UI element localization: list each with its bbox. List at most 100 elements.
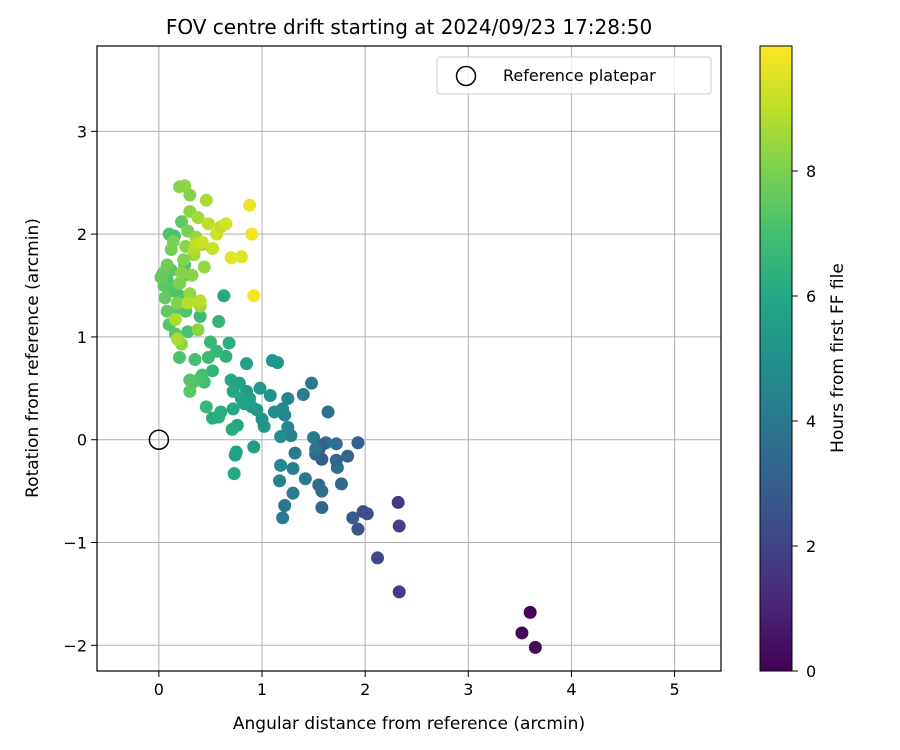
data-point — [154, 270, 168, 284]
data-point — [175, 266, 189, 280]
data-point — [201, 217, 215, 231]
colorbar: 0 2 4 6 8 Hours from first FF file — [759, 45, 848, 681]
data-point — [158, 291, 172, 305]
x-tick-label: 4 — [566, 680, 576, 699]
data-point — [185, 268, 199, 282]
legend: Reference platepar — [436, 56, 712, 95]
data-point — [212, 314, 226, 328]
data-point — [243, 198, 257, 212]
colorbar-tick-label: 4 — [806, 412, 816, 431]
data-point — [528, 640, 542, 654]
data-point — [360, 507, 374, 521]
data-point — [224, 251, 238, 265]
data-point — [281, 392, 295, 406]
data-point — [286, 486, 300, 500]
data-point — [267, 405, 281, 419]
data-point — [371, 551, 385, 565]
data-point — [315, 484, 329, 498]
x-tick-label: 3 — [463, 680, 473, 699]
data-point — [168, 312, 182, 326]
data-point — [193, 309, 207, 323]
data-point — [263, 389, 277, 403]
data-point — [247, 289, 261, 303]
legend-marker — [455, 65, 477, 87]
data-point — [170, 296, 184, 310]
data-point — [224, 373, 238, 387]
data-point — [173, 276, 187, 290]
data-point — [226, 402, 240, 416]
legend-label: Reference platepar — [503, 66, 656, 85]
data-point — [173, 350, 187, 364]
data-point — [160, 258, 174, 272]
data-point — [188, 353, 202, 367]
data-point — [181, 296, 195, 310]
data-point — [305, 376, 319, 390]
data-point — [351, 522, 365, 536]
colorbar-ticks: 0 2 4 6 8 — [792, 162, 816, 681]
data-point — [228, 448, 242, 462]
data-point — [286, 461, 300, 475]
data-point — [341, 449, 355, 463]
x-tick-label: 2 — [360, 680, 370, 699]
data-point — [206, 242, 220, 256]
y-tick-label: 1 — [77, 328, 87, 347]
data-point — [351, 436, 365, 450]
data-points — [154, 179, 542, 654]
data-point — [166, 234, 180, 248]
data-point — [346, 511, 360, 525]
y-tick-label: 3 — [77, 122, 87, 141]
data-point — [197, 260, 211, 274]
data-point — [206, 411, 220, 425]
y-axis-ticks: −2 −1 0 1 2 3 — [63, 122, 97, 655]
data-point — [183, 384, 197, 398]
data-point — [225, 422, 239, 436]
data-point — [270, 356, 284, 370]
x-tick-label: 1 — [257, 680, 267, 699]
y-axis-label: Rotation from reference (arcmin) — [23, 218, 43, 498]
data-point — [392, 519, 406, 533]
data-point — [309, 442, 323, 456]
data-point — [177, 253, 191, 267]
data-point — [523, 605, 537, 619]
data-point — [334, 477, 348, 491]
colorbar-tick-label: 2 — [806, 537, 816, 556]
data-point — [191, 211, 205, 225]
data-point — [392, 585, 406, 599]
y-tick-label: 0 — [77, 431, 87, 450]
data-point — [307, 431, 321, 445]
plot-frame — [96, 45, 722, 672]
data-point — [191, 323, 205, 337]
data-point — [203, 335, 217, 349]
x-tick-label: 0 — [154, 680, 164, 699]
grid — [97, 46, 721, 671]
data-point — [315, 501, 329, 515]
colorbar-tick-label: 8 — [806, 162, 816, 181]
data-point — [329, 453, 343, 467]
data-point — [321, 405, 335, 419]
data-point — [175, 215, 189, 229]
data-point — [281, 420, 295, 434]
data-point — [515, 626, 529, 640]
data-point — [199, 400, 213, 414]
data-point — [195, 235, 209, 249]
data-point — [296, 387, 310, 401]
data-point — [247, 440, 261, 454]
data-point — [217, 289, 231, 303]
data-point — [160, 304, 174, 318]
data-point — [222, 336, 236, 350]
data-point — [245, 227, 259, 241]
data-point — [274, 458, 288, 472]
chart-title: FOV centre drift starting at 2024/09/23 … — [166, 15, 652, 39]
data-point — [219, 217, 233, 231]
data-point — [391, 495, 405, 509]
data-point — [226, 384, 240, 398]
data-point — [181, 325, 195, 339]
x-tick-label: 5 — [669, 680, 679, 699]
colorbar-tick-label: 0 — [806, 662, 816, 681]
data-point — [278, 408, 292, 422]
legend-box — [436, 56, 712, 95]
data-point — [253, 381, 267, 395]
reference-platepar-marker — [148, 429, 170, 450]
